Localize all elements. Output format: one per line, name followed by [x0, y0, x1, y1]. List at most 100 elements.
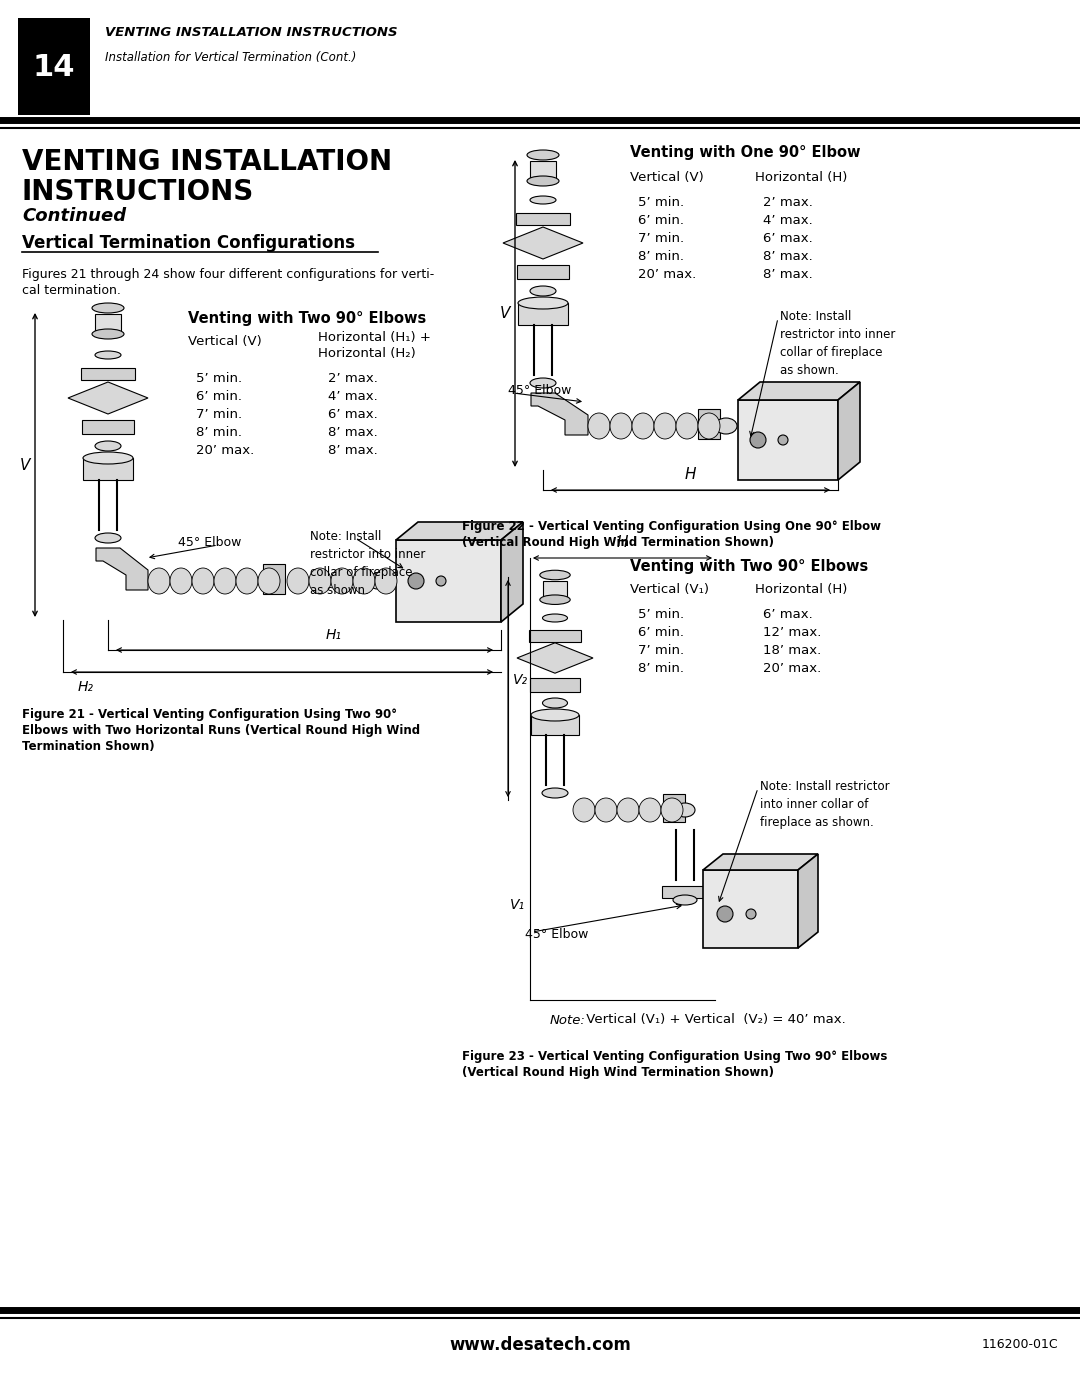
Ellipse shape [595, 798, 617, 821]
Text: Note: Install
restrictor into inner
collar of fireplace
as shown.: Note: Install restrictor into inner coll… [310, 529, 426, 597]
Text: 5’ min.: 5’ min. [638, 197, 684, 210]
Text: 6’ min.: 6’ min. [638, 215, 684, 228]
Polygon shape [838, 381, 860, 481]
Ellipse shape [632, 414, 654, 439]
Text: 8’ min.: 8’ min. [195, 426, 242, 439]
Ellipse shape [540, 570, 570, 580]
Ellipse shape [661, 798, 683, 821]
Text: Vertical (V): Vertical (V) [188, 335, 261, 348]
Bar [663, 793, 685, 821]
Text: 20’ max.: 20’ max. [762, 662, 821, 675]
Text: 7’ min.: 7’ min. [638, 644, 684, 657]
Ellipse shape [639, 798, 661, 821]
Text: Horizontal (H₁) +: Horizontal (H₁) + [318, 331, 431, 344]
Ellipse shape [530, 286, 556, 296]
Text: Note:: Note: [550, 1013, 585, 1027]
Polygon shape [501, 522, 523, 622]
Text: H₂: H₂ [78, 680, 94, 694]
Text: Venting with Two 90° Elbows: Venting with Two 90° Elbows [188, 310, 427, 326]
Text: Vertical (V): Vertical (V) [630, 172, 704, 184]
Text: www.desatech.com: www.desatech.com [449, 1336, 631, 1354]
Bar [529, 630, 581, 643]
Text: Figures 21 through 24 show four different configurations for verti-: Figures 21 through 24 show four differen… [22, 268, 434, 281]
Ellipse shape [530, 379, 556, 388]
Bar [18, 18, 90, 115]
Text: Termination Shown): Termination Shown) [22, 740, 154, 753]
Ellipse shape [237, 569, 258, 594]
Text: Installation for Vertical Termination (Cont.): Installation for Vertical Termination (C… [105, 52, 356, 64]
Text: Elbows with Two Horizontal Runs (Vertical Round High Wind: Elbows with Two Horizontal Runs (Vertica… [22, 724, 420, 738]
Text: 8’ max.: 8’ max. [328, 443, 378, 457]
Polygon shape [517, 643, 593, 673]
Bar [95, 314, 121, 334]
Ellipse shape [95, 441, 121, 451]
Text: Figure 21 - Vertical Venting Configuration Using Two 90°: Figure 21 - Vertical Venting Configurati… [22, 708, 397, 721]
Ellipse shape [717, 907, 733, 922]
Text: 45° Elbow: 45° Elbow [508, 384, 571, 397]
Ellipse shape [542, 615, 567, 622]
Ellipse shape [746, 909, 756, 919]
Bar [82, 420, 134, 434]
Text: Horizontal (H): Horizontal (H) [755, 584, 848, 597]
Text: V: V [19, 457, 30, 472]
Text: (Vertical Round High Wind Termination Shown): (Vertical Round High Wind Termination Sh… [462, 536, 774, 549]
Bar [516, 212, 570, 225]
Bar [530, 678, 580, 692]
Ellipse shape [676, 414, 698, 439]
Ellipse shape [375, 569, 397, 594]
Text: cal termination.: cal termination. [22, 284, 121, 298]
Text: 8’ max.: 8’ max. [328, 426, 378, 439]
Ellipse shape [148, 569, 170, 594]
Text: Note: Install restrictor
into inner collar of
fireplace as shown.: Note: Install restrictor into inner coll… [760, 780, 890, 828]
Bar [738, 400, 838, 481]
Bar [530, 161, 556, 182]
Ellipse shape [588, 414, 610, 439]
Text: 20’ max.: 20’ max. [638, 268, 697, 282]
Bar [81, 367, 135, 380]
Text: 8’ max.: 8’ max. [762, 268, 813, 282]
Text: H: H [685, 467, 696, 482]
Ellipse shape [214, 569, 237, 594]
Polygon shape [68, 381, 148, 414]
Text: 5’ min.: 5’ min. [638, 608, 684, 620]
Text: Horizontal (H): Horizontal (H) [755, 172, 848, 184]
Ellipse shape [540, 595, 570, 605]
Ellipse shape [654, 414, 676, 439]
Bar [83, 458, 133, 481]
Ellipse shape [95, 351, 121, 359]
Ellipse shape [750, 432, 766, 448]
Ellipse shape [617, 798, 639, 821]
Ellipse shape [698, 414, 720, 439]
Ellipse shape [258, 569, 280, 594]
Text: Figure 22 - Vertical Venting Configuration Using One 90° Elbow: Figure 22 - Vertical Venting Configurati… [462, 520, 881, 534]
Ellipse shape [192, 569, 214, 594]
Text: Figure 23 - Vertical Venting Configuration Using Two 90° Elbows: Figure 23 - Vertical Venting Configurati… [462, 1051, 888, 1063]
Bar [698, 409, 720, 439]
Text: Vertical Termination Configurations: Vertical Termination Configurations [22, 235, 355, 251]
Text: 20’ max.: 20’ max. [195, 443, 254, 457]
Text: 6’ min.: 6’ min. [195, 390, 242, 402]
Ellipse shape [527, 176, 559, 186]
Text: 116200-01C: 116200-01C [982, 1338, 1058, 1351]
Text: V₂: V₂ [512, 673, 527, 687]
Ellipse shape [353, 569, 375, 594]
Ellipse shape [542, 788, 568, 798]
Bar [264, 564, 285, 594]
Polygon shape [738, 381, 860, 400]
Ellipse shape [530, 196, 556, 204]
Text: 2’ max.: 2’ max. [328, 372, 378, 384]
Text: 6’ min.: 6’ min. [638, 626, 684, 638]
Ellipse shape [436, 576, 446, 585]
Bar [703, 870, 798, 949]
Text: Vertical (V₁) + Vertical  (V₂) = 40’ max.: Vertical (V₁) + Vertical (V₂) = 40’ max. [582, 1013, 846, 1027]
Text: 7’ min.: 7’ min. [638, 232, 684, 246]
Text: 5’ min.: 5’ min. [195, 372, 242, 384]
Text: Horizontal (H₂): Horizontal (H₂) [318, 346, 416, 359]
Text: 45° Elbow: 45° Elbow [178, 535, 241, 549]
Text: 6’ max.: 6’ max. [762, 608, 813, 620]
Polygon shape [396, 522, 523, 541]
Text: 4’ max.: 4’ max. [762, 215, 813, 228]
Text: H₁: H₁ [326, 629, 342, 643]
Text: Note: Install
restrictor into inner
collar of fireplace
as shown.: Note: Install restrictor into inner coll… [780, 310, 895, 377]
Text: V₁: V₁ [510, 898, 525, 912]
